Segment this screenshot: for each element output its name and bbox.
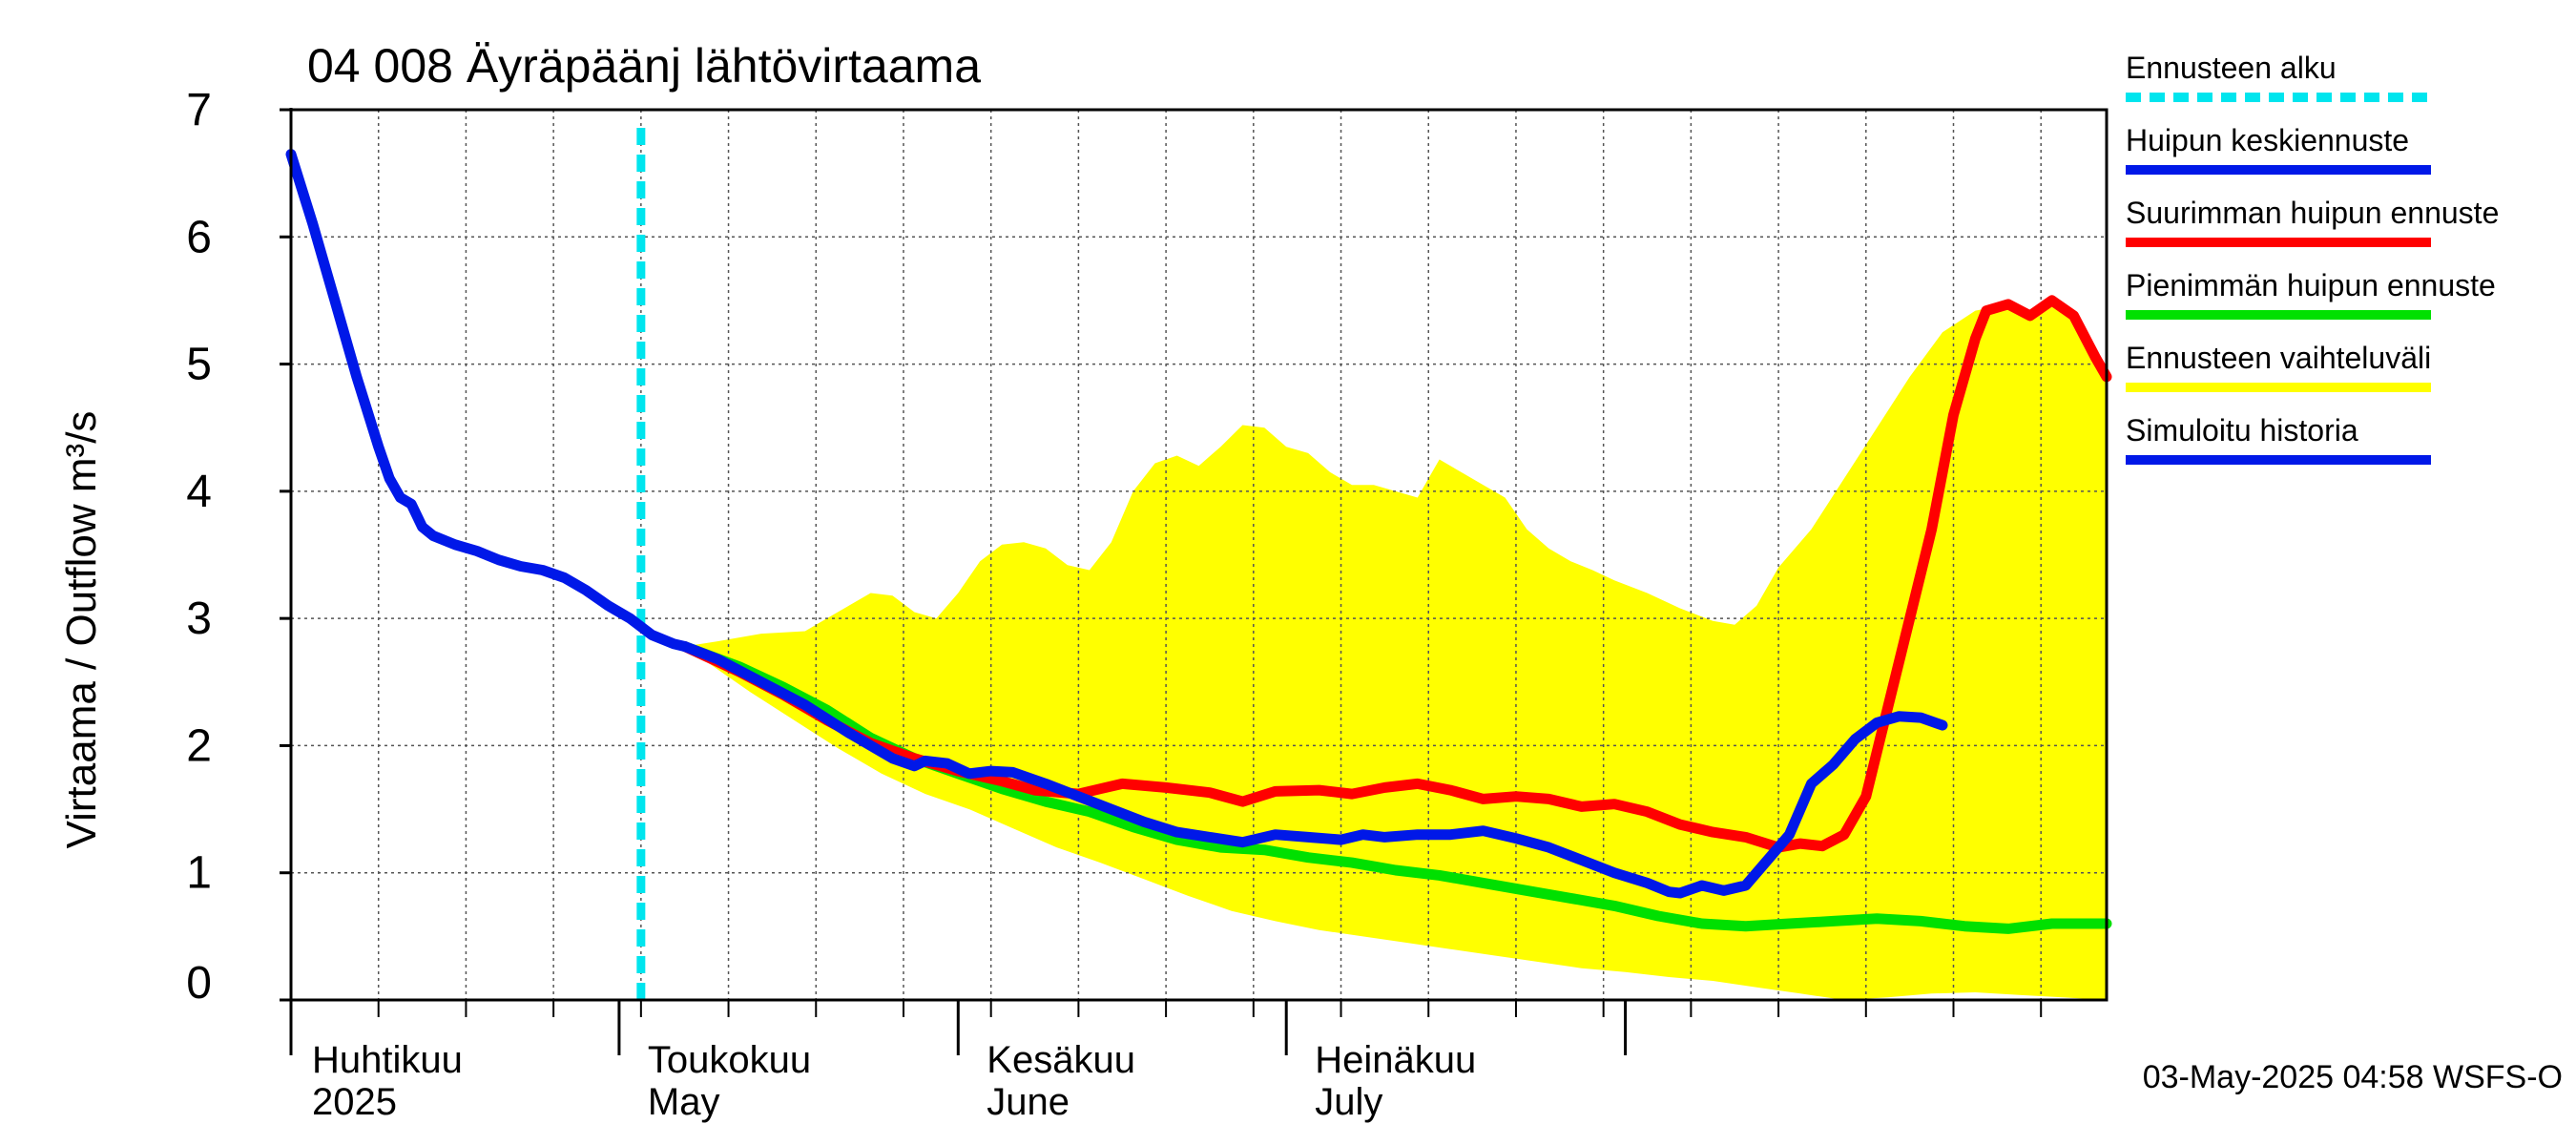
series-line-history	[285, 149, 691, 652]
legend-label: Suurimman huipun ennuste	[2126, 196, 2499, 230]
timestamp-footer: 03-May-2025 04:58 WSFS-O	[2143, 1059, 2563, 1095]
y-tick-label: 6	[186, 212, 212, 262]
y-tick-label: 4	[186, 467, 212, 517]
series-lines	[285, 119, 2112, 1000]
gridlines	[291, 110, 2107, 1000]
legend-label: Ennusteen vaihteluväli	[2126, 341, 2431, 375]
series-line-mean	[679, 641, 1948, 899]
legend-label: Simuloitu historia	[2126, 413, 2358, 448]
x-month-label: Huhtikuu	[312, 1039, 463, 1081]
series-line-max	[679, 295, 2112, 853]
y-tick-label: 3	[186, 593, 212, 644]
x-month-label: Toukokuu	[648, 1039, 811, 1081]
legend: Ennusteen alku Huipun keskiennuste Suurimm…	[2126, 51, 2499, 465]
y-tick-label: 5	[186, 340, 212, 390]
legend-label: Pienimmän huipun ennuste	[2126, 268, 2496, 302]
x-month-label: Heinäkuu	[1315, 1039, 1476, 1081]
y-tick-label: 1	[186, 848, 212, 899]
axes: 01234567Huhtikuu2025ToukokuuMayKesäkuuJu…	[186, 85, 2109, 1123]
legend-label: Huipun keskiennuste	[2126, 123, 2409, 157]
x-month-sublabel: 2025	[312, 1081, 397, 1123]
y-tick-label: 7	[186, 85, 212, 135]
y-tick-label: 0	[186, 958, 212, 1009]
range-band-area	[684, 300, 2108, 1000]
x-month-sublabel: June	[987, 1081, 1070, 1123]
legend-label: Ennusteen alku	[2126, 51, 2337, 85]
x-month-label: Kesäkuu	[987, 1039, 1135, 1081]
range-band-layer	[684, 300, 2108, 1000]
y-axis-label: Virtaama / Outflow m³/s	[58, 411, 105, 849]
x-month-sublabel: May	[648, 1081, 720, 1123]
x-month-sublabel: July	[1315, 1081, 1382, 1123]
y-tick-label: 2	[186, 720, 212, 771]
chart-title: 04 008 Äyräpäänj lähtövirtaama	[307, 39, 981, 93]
